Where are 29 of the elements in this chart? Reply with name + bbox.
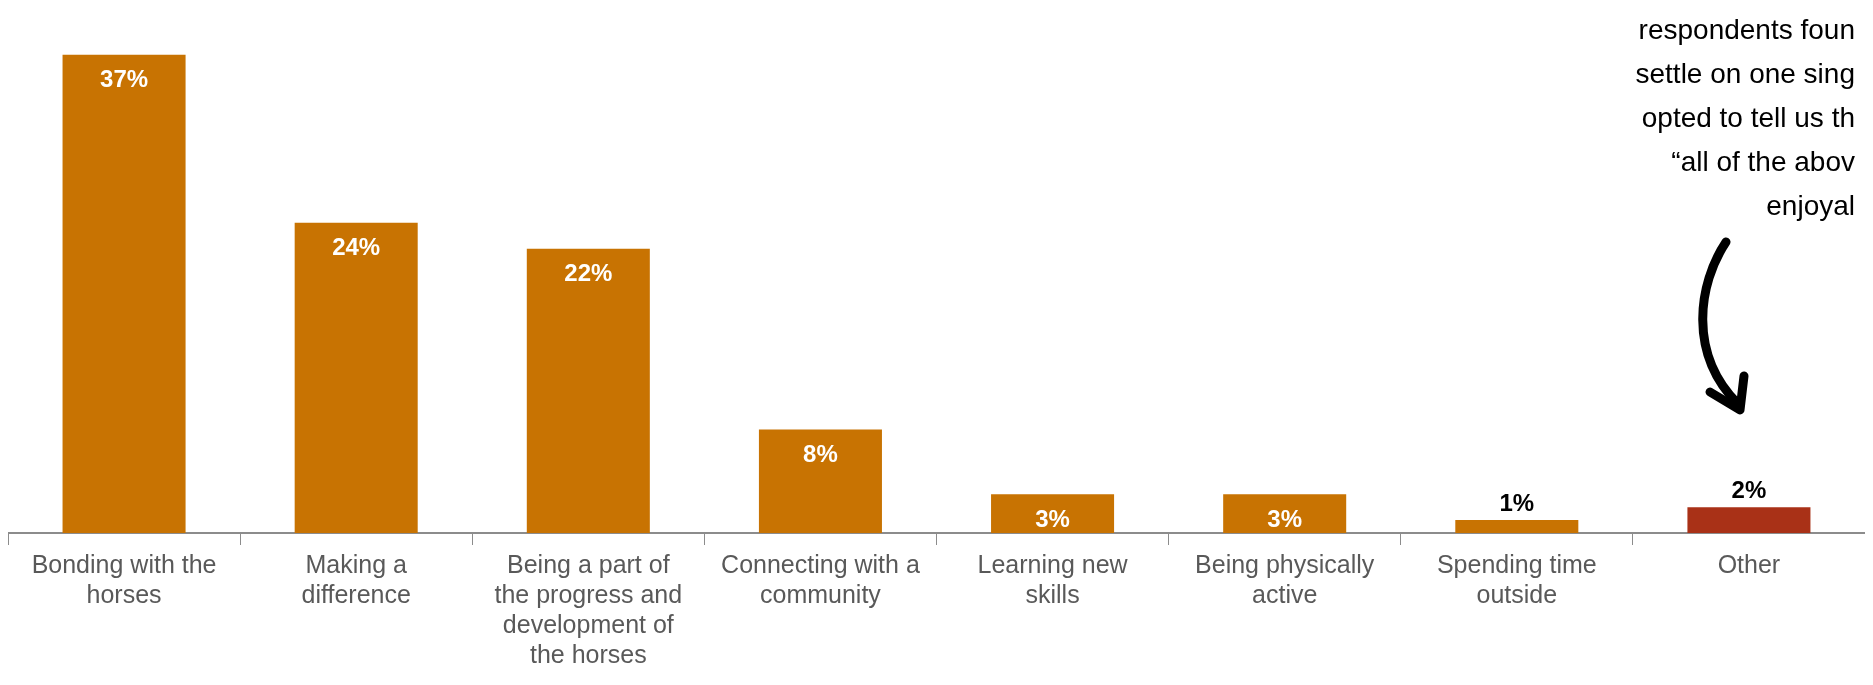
x-tick-label: Other: [1717, 549, 1781, 578]
bar: [1687, 507, 1811, 533]
bar: [294, 222, 418, 533]
bar: [1455, 520, 1579, 533]
data-label: 8%: [803, 440, 838, 468]
x-tick-label: Connecting with a community: [721, 549, 920, 608]
annotation: “all of the abov: [1670, 145, 1855, 179]
annotation: settle on one sing: [1635, 57, 1855, 91]
bar: [758, 429, 882, 533]
x-tick-label: Learning new skills: [977, 549, 1129, 608]
data-label: 2%: [1731, 475, 1767, 503]
text: respondents foun: [1637, 13, 1855, 47]
annotation: enjoyal: [1765, 189, 1855, 223]
data-label: 1%: [1499, 488, 1535, 516]
x-tick-label: Bonding with the horses: [31, 549, 217, 608]
bar: [1223, 494, 1347, 533]
data-label: 24%: [332, 233, 381, 261]
bar: [62, 54, 186, 533]
data-label: 3%: [1267, 504, 1303, 532]
annotation: opted to tell us th: [1640, 101, 1855, 135]
x-tick-label: Spending time outside: [1436, 549, 1597, 608]
x-tick-label: Being a part of the progress and development of the horses: [494, 549, 683, 668]
x-tick-label: Making a difference: [301, 549, 411, 608]
bar: [991, 494, 1115, 533]
data-label: 22%: [564, 259, 613, 287]
x-tick-label: Being physically active: [1195, 549, 1375, 608]
data-label: 37%: [100, 65, 149, 93]
data-label: 3%: [1035, 504, 1070, 532]
bar: [526, 248, 650, 533]
